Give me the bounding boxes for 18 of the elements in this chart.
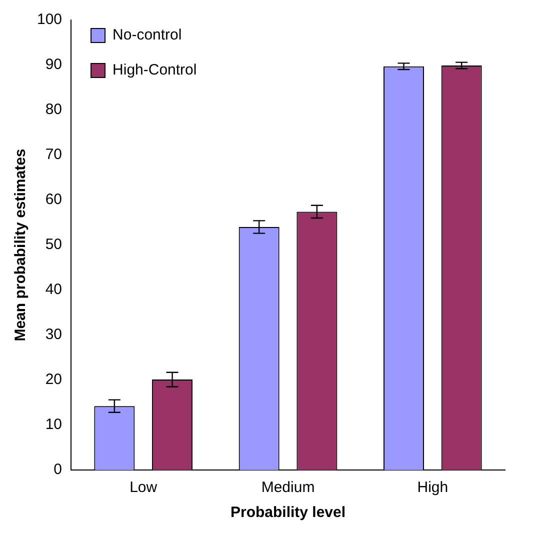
x-tick-label: Medium <box>261 479 315 496</box>
y-tick-label: 90 <box>45 56 62 74</box>
y-tick-label: 70 <box>45 146 62 164</box>
y-tick-label: 80 <box>45 101 62 118</box>
y-tick-label: 60 <box>45 191 62 208</box>
y-axis-title: Mean probability estimates <box>12 148 30 342</box>
y-tick-label: 0 <box>54 461 62 478</box>
legend-label: High-Control <box>112 62 197 79</box>
y-tick-label: 40 <box>45 281 62 298</box>
y-tick-label: 30 <box>45 326 62 344</box>
y-tick-label: 50 <box>45 236 62 254</box>
y-tick-label: 10 <box>45 416 62 434</box>
legend-label: No-control <box>112 26 182 44</box>
x-axis-title: Probability level <box>230 504 346 522</box>
y-tick-label: 20 <box>45 371 62 388</box>
y-tick-label: 100 <box>36 11 62 28</box>
x-tick-label: High <box>417 479 448 496</box>
x-tick-label: Low <box>130 479 158 496</box>
